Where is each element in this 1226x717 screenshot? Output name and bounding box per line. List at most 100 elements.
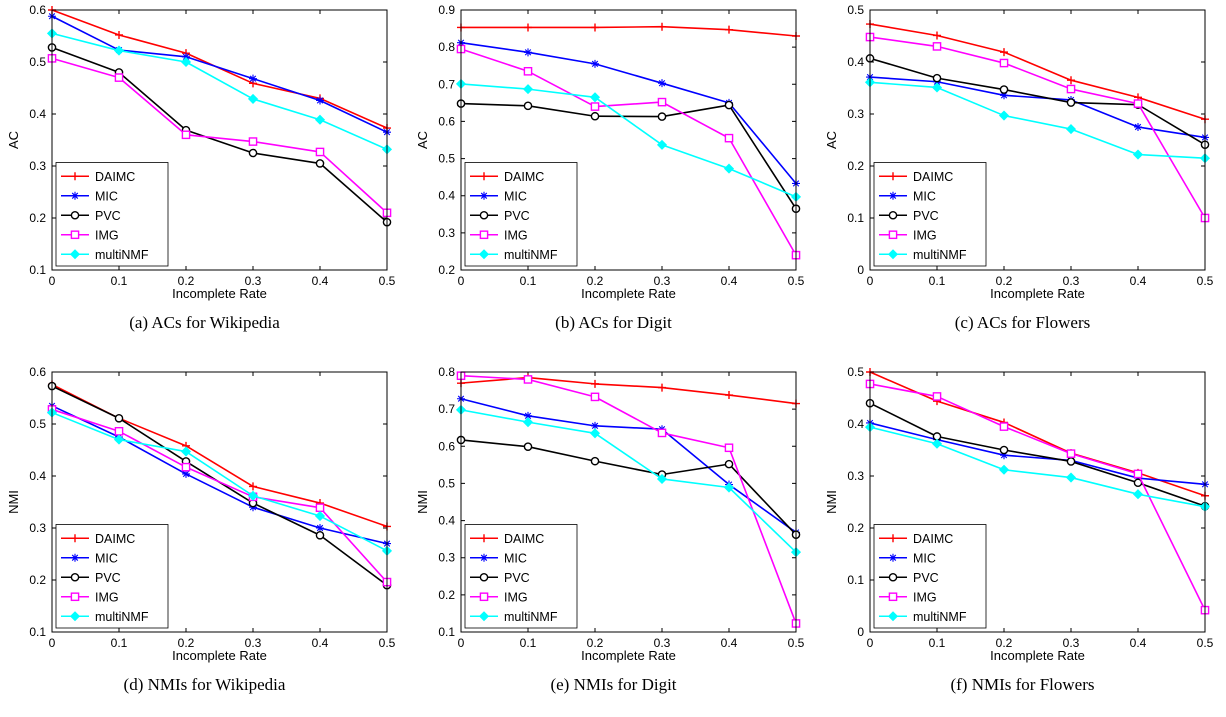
legend-marker-daimc [71,534,79,543]
series-line-img [460,374,797,624]
data-point-multinmf [314,510,326,522]
series-line-pvc [869,57,1206,146]
panel-caption: (d) NMIs for Wikipedia [123,675,286,694]
legend-marker-multinmf [69,611,81,622]
legend-item-img: IMG [879,228,937,242]
data-point-multinmf [247,490,259,501]
y-tick-label: 0.4 [847,55,864,69]
x-tick-label: 0.5 [788,636,805,650]
data-point-multinmf [589,428,601,439]
x-axis-label: Incomplete Rate [172,286,267,301]
data-point-multinmf [1065,124,1077,135]
legend-item-img: IMG [61,228,119,242]
legend-marker-img [888,592,898,602]
data-point-img [657,97,667,107]
legend-marker-multinmf [478,249,490,260]
series-line-daimc [869,23,1206,120]
x-tick-label: 0 [458,274,465,288]
data-point-pvc [114,413,124,423]
legend-marker-img [70,592,80,602]
panel-caption: (c) ACs for Flowers [954,313,1091,332]
line-chart: 0 0.1 0.2 0.3 0.4 0.5 0 0.1 0.2 0.3 0.4 0.5 Incomple… [824,3,1214,301]
y-tick-label: 0 [857,263,864,277]
y-axis-label: NMI [6,490,21,514]
y-tick-label: 0.6 [29,3,46,17]
y-tick-label: 0.2 [847,521,864,535]
data-point-pvc [523,101,533,111]
data-point-multinmf [314,114,326,125]
data-point-pvc [315,159,325,168]
data-point-pvc [590,456,600,466]
legend-label: PVC [913,571,939,585]
series-multinmf [864,77,1211,164]
x-tick-label: 0.4 [721,274,738,288]
legend-label: MIC [913,551,936,565]
legend-label: MIC [504,189,527,203]
series-line-mic [51,405,388,545]
legend-marker-pvc [70,210,80,220]
panel-caption: (a) ACs for Wikipedia [129,313,280,332]
plot-frame [51,371,388,633]
series-line-daimc [461,25,797,37]
x-tick-label: 0 [49,636,56,650]
data-point-daimc [933,31,941,40]
x-tick-label: 0.2 [587,636,604,650]
legend-label: DAIMC [504,170,544,184]
legend-item-pvc: PVC [879,571,939,585]
series-multinmf [864,422,1211,512]
data-point-multinmf [656,139,668,150]
legend-label: multiNMF [95,248,149,262]
legend-marker-img [888,230,898,240]
y-tick-label: 0.1 [847,573,864,587]
x-tick-label: 0 [49,274,56,288]
x-tick-label: 0.1 [520,274,537,288]
data-point-img [932,42,942,51]
data-point-pvc [999,85,1009,94]
legend-item-daimc: DAIMC [470,170,544,184]
legend-item-mic: MIC [879,551,936,565]
legend: DAIMC MIC PVC IMG multiNMF [464,162,578,267]
legend: DAIMC MIC PVC IMG multiNMF [873,524,987,629]
series-line-img [51,408,388,583]
series-line-multinmf [869,81,1206,159]
data-point-mic [1000,451,1008,460]
x-tick-label: 0.4 [312,636,329,650]
x-tick-label: 0.3 [1063,274,1080,288]
y-tick-label: 0.2 [847,159,864,173]
data-point-daimc [1000,48,1008,57]
y-tick-label: 0.6 [29,365,46,379]
x-tick-label: 0.2 [178,274,195,288]
legend-marker-mic [889,191,897,200]
legend-label: MIC [95,189,118,203]
y-tick-label: 0.2 [29,573,46,587]
chart-panel-b: 0 0.1 0.2 0.3 0.4 0.5 0.2 0.3 0.4 0.5 0.6 0.7 0.8 0.9… [409,0,818,355]
legend: DAIMC MIC PVC IMG multiNMF [464,524,578,629]
data-point-daimc [524,23,532,32]
legend-label: MIC [504,551,527,565]
x-tick-label: 0.2 [996,636,1013,650]
legend-marker-mic [889,553,897,562]
legend-item-multinmf: multiNMF [470,610,558,624]
legend-marker-multinmf [478,611,490,622]
legend-marker-multinmf [69,249,81,260]
legend-label: IMG [95,228,119,242]
data-point-multinmf [522,84,534,95]
data-point-multinmf [247,93,259,104]
series-multinmf [46,407,393,556]
y-tick-label: 0.5 [29,55,46,69]
chart-panel-a: 0 0.1 0.2 0.3 0.4 0.5 0.1 0.2 0.3 0.4 0.5 0.6 Incomp… [0,0,409,355]
series-line-pvc [869,402,1206,507]
x-axis-label: Incomplete Rate [581,648,676,663]
data-point-img [724,133,734,143]
data-point-multinmf [113,45,125,56]
series-line-multinmf [869,426,1206,508]
legend-marker-mic [480,553,488,562]
chart-panel-d: 0 0.1 0.2 0.3 0.4 0.5 0.1 0.2 0.3 0.4 0.5 0.6 Incomp… [0,362,409,717]
data-point-daimc [115,30,123,39]
series-line-multinmf [460,409,797,553]
legend: DAIMC MIC PVC IMG multiNMF [55,162,169,267]
series-line-img [869,36,1206,219]
legend-item-mic: MIC [879,189,936,203]
legend-item-img: IMG [470,228,528,242]
data-point-mic [182,469,190,478]
